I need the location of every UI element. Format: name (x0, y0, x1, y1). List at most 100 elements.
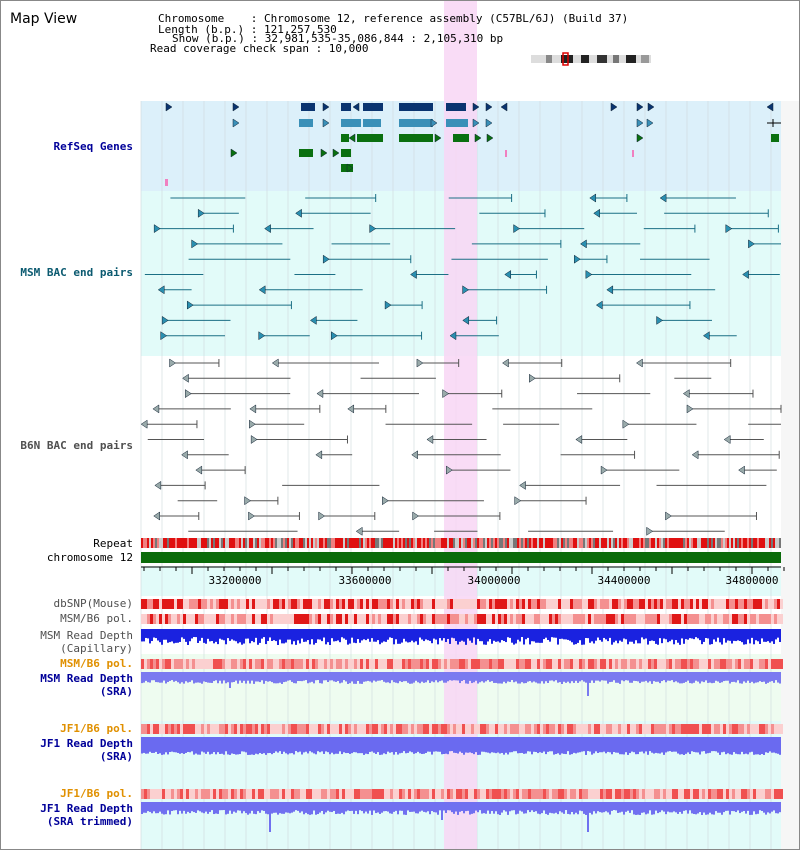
repeat-segment (201, 538, 203, 548)
repeat-segment (655, 538, 657, 548)
read-depth-bin (721, 737, 723, 753)
read-depth-bin (291, 737, 293, 754)
snp-density-bin (759, 789, 762, 799)
read-depth-bin (183, 737, 185, 754)
snp-density-bin (168, 614, 171, 624)
track-label-msm-pol-sra[interactable]: MSM/B6 pol. (60, 657, 133, 670)
read-depth-bin (475, 737, 477, 753)
repeat-segment (467, 538, 469, 548)
read-depth-bin (461, 737, 463, 753)
read-depth-bin (359, 629, 361, 643)
track-label-chromosome[interactable]: chromosome 12 (46, 551, 133, 564)
read-depth-bin (769, 672, 771, 682)
repeat-segment (695, 538, 697, 548)
snp-density-bin (687, 614, 690, 624)
read-depth-bin (701, 672, 703, 682)
track-label-b6n-bac[interactable]: B6N BAC end pairs (20, 439, 133, 452)
snp-density-bin (384, 614, 387, 624)
snp-density-bin (453, 614, 456, 624)
snp-density-bin (744, 659, 747, 669)
snp-density-bin (669, 724, 672, 734)
repeat-segment (439, 538, 441, 548)
snp-density-bin (219, 599, 222, 609)
ideogram-position-marker (562, 52, 569, 66)
repeat-segment (605, 538, 607, 548)
read-depth-bin (387, 802, 389, 812)
track-label-msm-bac[interactable]: MSM BAC end pairs (20, 266, 133, 279)
read-depth-bin (323, 802, 325, 815)
gene-block (453, 134, 469, 142)
snp-density-bin (546, 599, 549, 609)
snp-density-bin (162, 599, 165, 609)
track-label-repeat[interactable]: Repeat (93, 537, 133, 550)
ideogram-band (641, 55, 649, 63)
bac-end-arrow (160, 331, 168, 341)
read-depth-bin (191, 802, 193, 812)
track-label-refseq[interactable]: RefSeq Genes (53, 140, 133, 153)
read-depth-bin (261, 737, 263, 754)
snp-density-bin (681, 789, 684, 799)
repeat-segment (389, 538, 391, 548)
snp-density-bin (483, 789, 486, 799)
snp-density-bin (723, 724, 726, 734)
snp-density-bin (195, 599, 198, 609)
snp-density-bin (270, 614, 273, 624)
snp-density-bin (309, 724, 312, 734)
read-depth-bin (715, 629, 717, 642)
snp-density-bin (351, 599, 354, 609)
read-depth-bin (311, 629, 313, 640)
read-depth-bin (231, 629, 233, 640)
snp-density-bin (201, 724, 204, 734)
track-label-jf1-depth[interactable]: JF1 Read Depth (40, 737, 133, 750)
snp-density-bin (366, 724, 369, 734)
snp-density-bin (195, 659, 198, 669)
snp-density-bin (588, 789, 591, 799)
repeat-segment (529, 538, 531, 548)
read-depth-bin (495, 672, 497, 683)
read-depth-bin (621, 672, 623, 681)
track-label-jf1-pol-trimmed[interactable]: JF1/B6 pol. (60, 787, 133, 800)
read-depth-bin (345, 672, 347, 682)
snp-density-bin (765, 789, 768, 799)
snp-density-bin (225, 659, 228, 669)
gene-block (301, 103, 315, 111)
track-label-msm-depth-capillary[interactable]: MSM Read Depth (40, 629, 133, 642)
read-depth-bin (571, 737, 573, 755)
snp-density-bin (672, 724, 675, 734)
gene-arrow (636, 102, 644, 112)
read-depth-bin (203, 802, 205, 814)
read-depth-bin (155, 672, 157, 683)
track-label-jf1-depth-trimmed[interactable]: JF1 Read Depth (40, 802, 133, 815)
read-depth-bin (283, 629, 285, 644)
read-depth-bin (231, 737, 233, 754)
read-depth-bin (499, 802, 501, 815)
track-label-msm-depth-sra[interactable]: MSM Read Depth (40, 672, 133, 685)
repeat-segment (769, 538, 771, 548)
bac-end-arrow (646, 526, 654, 536)
read-depth-bin (347, 737, 349, 754)
snp-density-bin (519, 789, 522, 799)
read-depth-bin (529, 672, 531, 682)
snp-density-bin (231, 789, 234, 799)
track-label-jf1-pol[interactable]: JF1/B6 pol. (60, 722, 133, 735)
snp-density-bin (777, 614, 780, 624)
track-label-dbsnp[interactable]: dbSNP(Mouse) (53, 597, 133, 610)
track-label-msm-pol[interactable]: MSM/B6 pol. (60, 612, 133, 625)
snp-density-bin (702, 724, 705, 734)
read-depth-bin (169, 629, 171, 643)
chromosome-bar (141, 552, 781, 563)
snp-density-bin (471, 789, 474, 799)
snp-density-bin (342, 599, 345, 609)
snp-density-bin (183, 789, 186, 799)
read-depth-bin (695, 629, 697, 638)
read-depth-bin (687, 737, 689, 753)
read-depth-bin (569, 802, 571, 815)
read-depth-bin (615, 737, 617, 753)
snp-density-bin (507, 659, 510, 669)
repeat-segment (409, 538, 411, 548)
read-depth-bin (261, 802, 263, 811)
snp-density-bin (702, 614, 705, 624)
repeat-segment (569, 538, 571, 548)
read-depth-bin (745, 802, 747, 814)
